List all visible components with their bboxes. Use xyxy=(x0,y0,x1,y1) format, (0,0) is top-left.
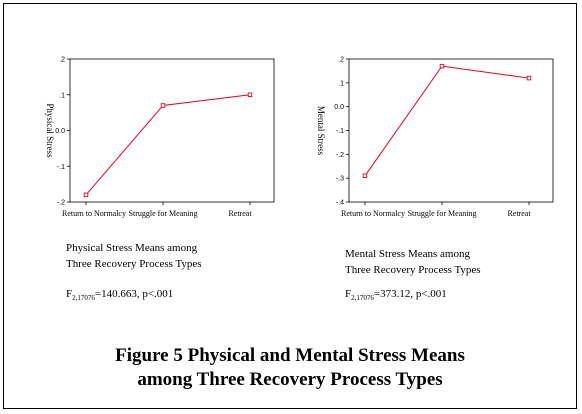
mental-f-statistic: F2,17076=373.12, p<.001 xyxy=(345,288,447,302)
mental-caption-line2: Three Recovery Process Types xyxy=(345,262,481,278)
physical-caption-line2: Three Recovery Process Types xyxy=(66,256,202,272)
physical-plot-frame xyxy=(70,59,274,202)
physical-y-tick-label: .1 xyxy=(59,92,65,99)
mental-category-label: Return to Normalcy xyxy=(341,209,405,218)
mental-category-label: Retreat xyxy=(507,209,531,218)
physical-y-tick-label: 0.0 xyxy=(55,128,65,135)
figure-title-line2: among Three Recovery Process Types xyxy=(0,368,580,392)
mental-data-point xyxy=(363,174,367,178)
physical-data-point xyxy=(161,104,165,108)
mental-y-tick-label: -.3 xyxy=(336,176,344,183)
mental-y-tick-label: -.2 xyxy=(336,152,344,159)
mental-plot-frame xyxy=(349,59,553,202)
physical-data-point xyxy=(248,93,252,97)
physical-y-tick-label: -.2 xyxy=(57,200,65,207)
physical-category-label: Retreat xyxy=(228,209,252,218)
physical-y-tick-label: -.1 xyxy=(57,164,65,171)
physical-stress-caption: Physical Stress Means among Three Recove… xyxy=(66,240,202,272)
mental-caption-line1: Mental Stress Means among xyxy=(345,246,481,262)
physical-series-line xyxy=(86,95,250,195)
mental-y-tick-label: -.1 xyxy=(336,128,344,135)
mental-y-axis-label: Mental Stress xyxy=(316,106,326,156)
physical-category-label: Return to Normalcy xyxy=(62,209,126,218)
mental-stress-caption: Mental Stress Means among Three Recovery… xyxy=(345,246,481,278)
mental-category-label: Struggle for Meaning xyxy=(408,209,477,218)
mental-data-point xyxy=(440,64,444,68)
figure-title: Figure 5 Physical and Mental Stress Mean… xyxy=(0,344,580,392)
physical-category-label: Struggle for Meaning xyxy=(129,209,198,218)
mental-y-tick-label: .2 xyxy=(338,57,344,64)
mental-y-tick-label: -.4 xyxy=(336,200,344,207)
physical-y-axis-label: Physical Stress xyxy=(45,103,55,158)
physical-caption-line1: Physical Stress Means among xyxy=(66,240,202,256)
physical-f-statistic: F2,17076=140.663, p<.001 xyxy=(66,288,173,302)
mental-y-tick-label: 0.0 xyxy=(334,104,344,111)
mental-y-tick-label: .1 xyxy=(338,80,344,87)
physical-data-point xyxy=(84,193,88,197)
figure-title-line1: Figure 5 Physical and Mental Stress Mean… xyxy=(0,344,580,368)
physical-y-tick-label: .2 xyxy=(59,57,65,64)
mental-data-point xyxy=(527,76,531,80)
mental-series-line xyxy=(365,66,529,176)
